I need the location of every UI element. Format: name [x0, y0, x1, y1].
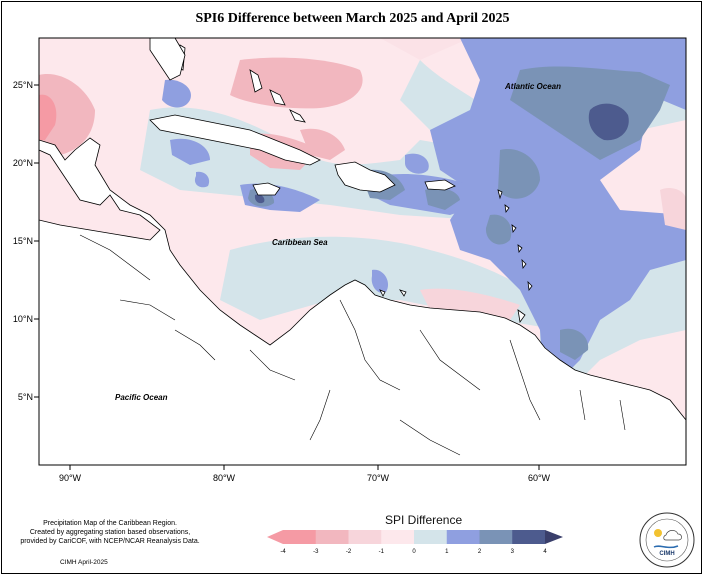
- wave-icon: [653, 545, 679, 549]
- footnote-line-1: Precipitation Map of the Caribbean Regio…: [43, 520, 177, 527]
- lat-tick-marks: [34, 84, 39, 398]
- colorbar-tick-label: 3: [511, 549, 515, 555]
- country-borders: [79, 234, 626, 456]
- cloud-icon: [663, 530, 682, 541]
- lat-label-10: 10°N: [13, 314, 33, 324]
- lon-label-70: 70°W: [367, 473, 390, 483]
- colorbar-tick-label: 4: [543, 549, 547, 555]
- colorbar-segment: [479, 530, 513, 544]
- footnote: Precipitation Map of the Caribbean Regio…: [10, 519, 210, 546]
- logo-text: CIMH: [659, 551, 674, 557]
- colorbar-tick-label: -1: [379, 549, 385, 555]
- colorbar-segment: [446, 530, 480, 544]
- colorbar-segment: [512, 530, 546, 544]
- colorbar-tick-label: 0: [412, 549, 416, 555]
- lon-label-80: 80°W: [213, 473, 236, 483]
- colorbar-tick-label: 1: [445, 549, 449, 555]
- colorbar-arrow-left: [267, 530, 283, 544]
- colorbar-segment: [414, 530, 448, 544]
- colorbar-arrow-right: [545, 530, 563, 544]
- sun-icon: [654, 529, 662, 537]
- lon-tick-marks: [69, 465, 540, 470]
- map-title: SPI6 Difference between March 2025 and A…: [195, 11, 510, 26]
- colorbar-tick-label: -3: [313, 549, 319, 555]
- colorbar-tick-label: -2: [346, 549, 352, 555]
- credit-text: CIMH April-2025: [60, 559, 108, 566]
- label-caribbean-sea: Caribbean Sea: [272, 238, 328, 247]
- lat-label-5: 5°N: [18, 392, 33, 402]
- map-border: [38, 37, 687, 466]
- colorbar-tick-label: -4: [280, 549, 286, 555]
- lon-label-60: 60°W: [528, 473, 551, 483]
- colorbar-segment: [348, 530, 382, 544]
- label-pacific-ocean: Pacific Ocean: [115, 393, 168, 402]
- colorbar-segment: [315, 530, 349, 544]
- lon-label-90: 90°W: [59, 473, 82, 483]
- legend-title: SPI Difference: [385, 513, 463, 527]
- lat-label-15: 15°N: [13, 236, 33, 246]
- lat-label-20: 20°N: [13, 158, 33, 168]
- footnote-line-2: Created by aggregating station based obs…: [29, 529, 191, 536]
- colorbar-segment: [283, 530, 317, 544]
- legend-colorbar: [267, 530, 563, 544]
- colorbar-segment: [381, 530, 415, 544]
- label-atlantic-ocean: Atlantic Ocean: [504, 82, 561, 91]
- colorbar-tick-label: 2: [478, 549, 482, 555]
- footnote-line-3: provided by CariCOF, with NCEP/NCAR Rean…: [20, 538, 200, 545]
- lat-label-25: 25°N: [13, 80, 33, 90]
- cimh-logo: CIMH: [639, 512, 695, 568]
